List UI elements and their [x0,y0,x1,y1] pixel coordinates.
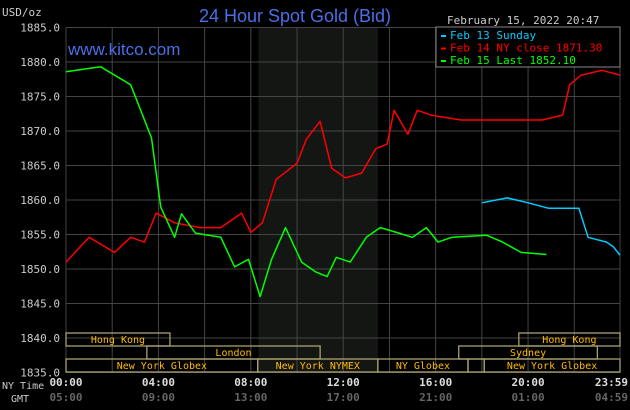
y-tick-label: 1845.0 [20,298,60,311]
y-tick-label: 1880.0 [20,56,60,69]
series-line-3 [65,66,547,298]
series-line-2 [65,69,621,263]
x-tick-gmt: 05:00 [49,391,82,404]
trading-sessions: Hong Kong Hong Kong London Sydney New York G… [65,332,621,373]
y-tick-label: 1875.0 [20,91,60,104]
grid [65,27,621,373]
x-tick-ny: 04:00 [142,376,175,389]
y-tick-label: 1850.0 [20,263,60,276]
session-label: Sydney [510,348,546,359]
y-tick-label: 1835.0 [20,367,60,380]
x-row-label-gmt: GMT [11,394,29,405]
x-tick-ny: 12:00 [327,376,360,389]
legend-entry: Feb 14 NY close 1871.30 [450,42,602,55]
x-tick-gmt: 09:00 [142,391,175,404]
session-label: Hong Kong [542,335,596,346]
y-tick-label: 1855.0 [20,229,60,242]
session-label: New York NYMEX [276,361,360,372]
x-tick-gmt: 01:00 [511,391,544,404]
y-tick-label: 1840.0 [20,332,60,345]
legend-box [435,26,621,68]
x-tick-gmt: 17:00 [327,391,360,404]
series-lines [65,66,621,298]
x-tick-ny: 08:00 [234,376,267,389]
session-box [483,358,621,373]
chart-title: 24 Hour Spot Gold (Bid) [199,6,391,26]
x-tick-ny: 00:00 [49,376,82,389]
x-axis: NY Time GMT 00:00 05:00 04:00 09:00 08:00 13:00… [2,376,628,405]
y-tick-label: 1860.0 [20,194,60,207]
session-label: Hong Kong [91,335,145,346]
legend-entry: Feb 15 Last 1852.10 [450,54,576,67]
y-tick-label: 1865.0 [20,160,60,173]
y-axis-unit: USD/oz [2,6,42,19]
session-label: London [215,348,251,359]
session-box [65,332,171,347]
timestamp: February 15, 2022 20:47 [447,14,599,27]
x-tick-gmt: 13:00 [234,391,267,404]
series-line-1 [481,197,621,256]
x-tick-ny: 16:00 [419,376,452,389]
watermark: www.kitco.com [67,40,180,59]
y-tick-label: 1885.0 [20,22,60,35]
session-label: New York Globex [507,361,597,372]
x-tick-ny: 20:00 [511,376,544,389]
session-label: New York Globex [117,361,207,372]
x-tick-gmt: 04:59 [595,391,628,404]
y-tick-label: 1870.0 [20,125,60,138]
x-tick-gmt: 21:00 [419,391,452,404]
session-label: NY Globex [396,361,450,372]
x-row-label-ny: NY Time [2,381,44,392]
legend-entry: Feb 13 Sunday [450,29,536,42]
x-tick-ny: 23:59 [595,376,628,389]
y-axis: 1885.0 1880.0 1875.0 1870.0 1865.0 1860.0 1855… [20,22,60,380]
